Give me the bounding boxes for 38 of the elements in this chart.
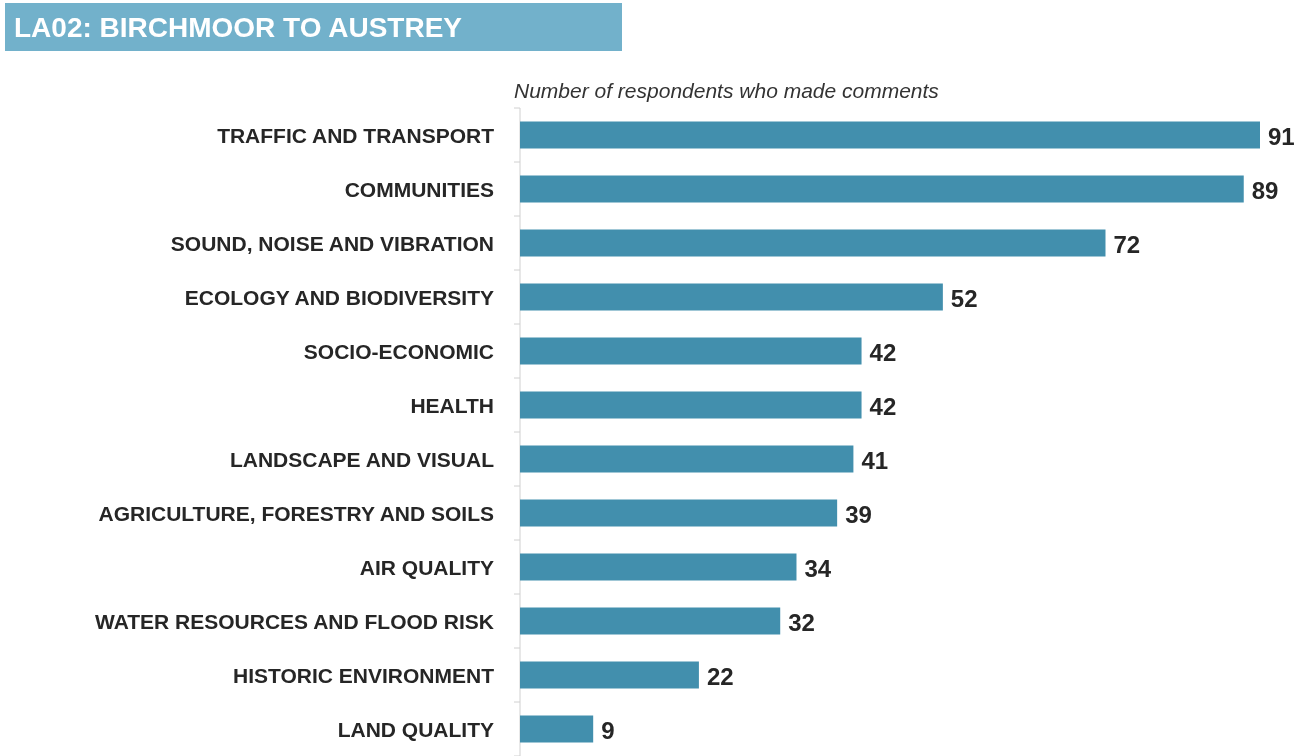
- y-tick-label: ECOLOGY AND BIODIVERSITY: [184, 286, 494, 309]
- data-label: 72: [1113, 231, 1141, 258]
- y-tick-label: HEALTH: [410, 394, 494, 417]
- y-tick-label: LANDSCAPE AND VISUAL: [229, 448, 495, 471]
- bar: [520, 607, 781, 635]
- data-label: 52: [950, 285, 978, 312]
- y-tick-label: WATER RESOURCES AND FLOOD RISK: [94, 610, 494, 633]
- data-label: 34: [804, 555, 832, 582]
- bar: [520, 229, 1106, 257]
- data-label: 42: [869, 339, 897, 366]
- y-tick-label: TRAFFIC AND TRANSPORT: [217, 124, 495, 147]
- bar: [520, 391, 862, 419]
- text: LA02: BIRCHMOOR TO AUSTREY: [14, 12, 463, 43]
- data-label: 42: [869, 393, 897, 420]
- y-tick-label: COMMUNITIES: [344, 178, 494, 201]
- y-tick-label: HISTORIC ENVIRONMENT: [233, 664, 495, 687]
- bar: [520, 499, 838, 527]
- y-tick-label: AGRICULTURE, FORESTRY AND SOILS: [98, 502, 494, 525]
- data-label: 22: [706, 663, 734, 690]
- y-tick-label: LAND QUALITY: [337, 718, 494, 741]
- bar: [520, 283, 943, 311]
- bar: [520, 337, 862, 365]
- data-label: 39: [845, 501, 872, 528]
- bar: [520, 175, 1244, 203]
- bar: [520, 661, 699, 689]
- data-label: 91: [1268, 123, 1295, 150]
- y-tick-label: AIR QUALITY: [359, 556, 494, 579]
- y-tick-label: SOCIO-ECONOMIC: [303, 340, 494, 363]
- bar: [520, 715, 594, 743]
- data-label: 9: [601, 717, 615, 744]
- data-label: 32: [788, 609, 815, 636]
- data-label: 89: [1251, 177, 1279, 204]
- bar: [520, 553, 797, 581]
- y-tick-label: SOUND, NOISE AND VIBRATION: [170, 232, 494, 255]
- bar: [520, 445, 854, 473]
- bar: [520, 121, 1260, 149]
- chart-subtitle: Number of respondents who made comments: [514, 79, 940, 102]
- data-label: 41: [861, 447, 889, 474]
